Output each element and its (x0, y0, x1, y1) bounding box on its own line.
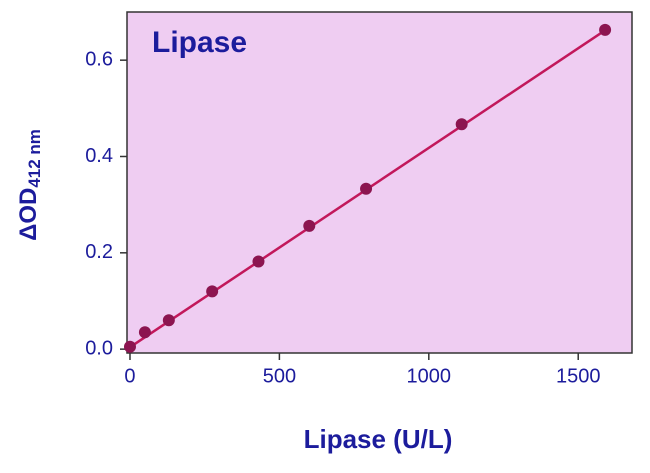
y-tick-label: 0.4 (85, 145, 113, 167)
data-point (252, 255, 265, 268)
x-tick-label: 0 (124, 365, 135, 387)
y-label-sub: 412 nm (25, 129, 44, 188)
chart-title: Lipase (152, 26, 247, 59)
x-tick-label: 1500 (556, 365, 601, 387)
data-point (303, 219, 316, 232)
data-point (138, 326, 151, 339)
y-tick-label: 0.0 (85, 337, 113, 359)
data-point (455, 118, 468, 131)
y-tick-label: 0.6 (85, 48, 113, 70)
y-tick-label: 0.2 (85, 241, 113, 263)
data-point (206, 285, 219, 298)
y-label-main: ΔOD (15, 188, 42, 241)
y-axis-label: ΔOD412 nm (15, 129, 44, 241)
x-axis-label: Lipase (U/L) (304, 424, 453, 454)
x-tick-label: 500 (263, 365, 296, 387)
data-point (360, 182, 373, 195)
x-tick-label: 1000 (407, 365, 452, 387)
data-point (123, 340, 136, 353)
data-point (162, 314, 175, 327)
data-point (599, 23, 612, 36)
